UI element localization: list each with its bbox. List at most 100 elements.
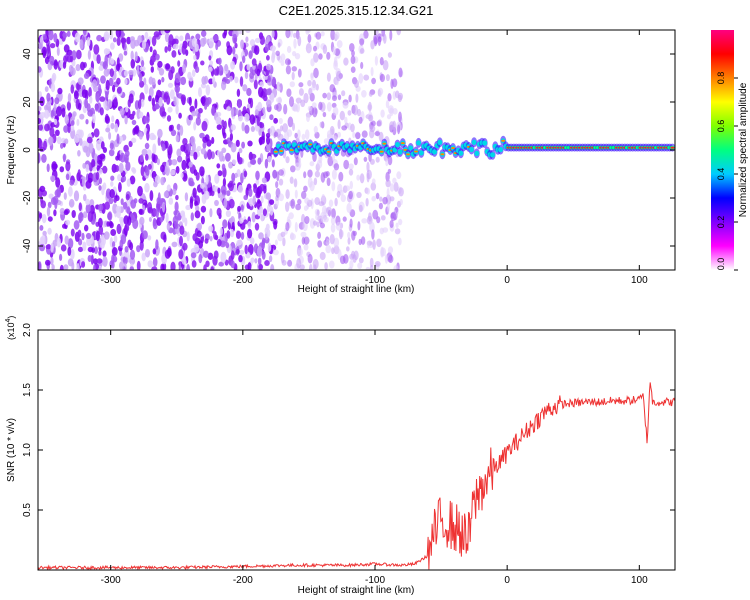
heatmap-cell <box>205 84 211 96</box>
heatmap-cell <box>175 104 179 115</box>
heatmap-cell <box>187 143 192 153</box>
heatmap-cell <box>244 244 248 255</box>
heatmap-cell <box>165 63 171 70</box>
heatmap-cell <box>238 254 243 263</box>
heatmap-cell <box>239 249 245 255</box>
heatmap-cell <box>254 45 260 55</box>
heatmap-cell <box>212 76 216 85</box>
heatmap-cell <box>98 177 103 185</box>
heatmap-cell <box>68 186 73 197</box>
heatmap-cell <box>96 54 101 64</box>
heatmap-cell <box>257 257 262 265</box>
heatmap-cell <box>80 61 85 71</box>
heatmap-cell <box>178 249 184 260</box>
heatmap-cell <box>316 221 320 228</box>
heatmap-cell <box>50 242 54 253</box>
heatmap-cell <box>395 90 400 99</box>
heatmap-cell <box>285 30 291 39</box>
heatmap-cell <box>202 136 209 143</box>
heatmap-cell <box>145 166 150 176</box>
heatmap-cell <box>79 113 85 120</box>
heatmap-cell <box>38 261 42 270</box>
heatmap-cell <box>165 212 169 224</box>
heatmap-cell <box>322 92 327 99</box>
heatmap-cell <box>206 139 212 147</box>
heatmap-cell <box>172 215 179 225</box>
heatmap-cell <box>91 247 95 253</box>
heatmap-cell <box>344 116 348 124</box>
heatmap-cell <box>440 153 445 156</box>
heatmap-cell <box>235 230 242 239</box>
heatmap-cell <box>194 200 198 207</box>
heatmap-cell <box>86 136 93 144</box>
heatmap-cell <box>249 237 255 245</box>
heatmap-cell <box>123 50 128 56</box>
heatmap-cell <box>377 36 382 43</box>
heatmap-cell <box>365 266 370 270</box>
heatmap-cell <box>254 37 261 44</box>
heatmap-cell <box>45 102 51 111</box>
heatmap-cell <box>267 155 272 163</box>
heatmap-cell <box>129 249 136 260</box>
heatmap-cell <box>331 102 337 108</box>
heatmap-cell <box>234 172 238 178</box>
heatmap-cell <box>195 66 200 73</box>
heatmap-cell <box>82 241 87 252</box>
heatmap-cell <box>259 122 265 129</box>
heatmap-cell <box>385 160 389 167</box>
heatmap-cell <box>39 185 46 192</box>
heatmap-cell <box>60 244 67 252</box>
heatmap-cell <box>146 130 150 142</box>
heatmap-cell <box>406 153 410 156</box>
heatmap-cell <box>91 158 96 168</box>
heatmap-cell <box>131 137 137 143</box>
heatmap-cell <box>93 128 100 138</box>
heatmap-cell <box>331 169 337 180</box>
heatmap-cell <box>326 130 332 139</box>
heatmap-cell <box>342 216 347 222</box>
heatmap-cell <box>115 30 122 38</box>
heatmap-cell <box>326 92 332 101</box>
heatmap-cell <box>87 211 94 223</box>
heatmap-cell <box>336 70 342 82</box>
heatmap-cell <box>41 46 47 56</box>
heatmap-cell <box>269 45 276 52</box>
heatmap-cell <box>89 199 95 207</box>
heatmap-cell <box>284 58 291 66</box>
heatmap-cell <box>98 225 104 235</box>
heatmap-cell <box>180 76 187 86</box>
heatmap-cell <box>372 239 376 250</box>
heatmap-cell <box>94 104 99 112</box>
heatmap-cell <box>289 233 296 241</box>
heatmap-cell <box>360 61 364 70</box>
heatmap-cell <box>670 146 675 149</box>
heatmap-cell <box>209 208 213 218</box>
heatmap-cell <box>237 30 244 35</box>
heatmap-cell <box>295 203 301 211</box>
heatmap-cell <box>366 187 370 195</box>
heatmap-cell <box>371 77 376 85</box>
heatmap-cell <box>329 234 335 245</box>
heatmap-cell <box>337 119 341 130</box>
snr-ylabel: SNR (10 * v/v) <box>6 418 17 482</box>
heatmap-cell <box>384 254 388 264</box>
snr-scale-label: (x104) <box>5 316 16 340</box>
heatmap-cell <box>339 228 343 240</box>
heatmap-cell <box>359 48 365 54</box>
heatmap-cell <box>323 138 329 145</box>
heatmap-cell <box>112 84 116 93</box>
heatmap-cell <box>330 216 336 225</box>
heatmap-cell <box>144 116 150 124</box>
heatmap-cell <box>158 96 163 107</box>
heatmap-cell <box>237 184 244 194</box>
heatmap-cell <box>130 50 134 61</box>
heatmap-cell <box>55 177 61 188</box>
heatmap-cell <box>266 55 270 61</box>
heatmap-cell <box>319 121 323 128</box>
heatmap-cell <box>193 121 197 131</box>
heatmap-cell <box>375 192 380 200</box>
heatmap-cell <box>54 97 60 105</box>
heatmap-cell <box>392 177 397 184</box>
heatmap-cell <box>313 45 317 52</box>
heatmap-cell <box>265 192 271 200</box>
